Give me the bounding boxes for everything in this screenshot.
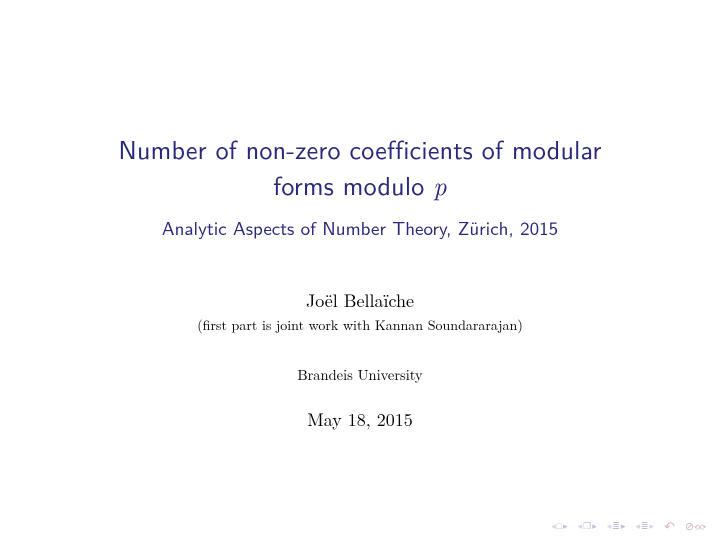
- title-block: Number of non-zero coefficients of modul…: [0, 132, 720, 241]
- nav-section[interactable]: ◂ ≣ ▸: [635, 522, 654, 531]
- title: Number of non-zero coefficients of modul…: [0, 132, 720, 203]
- nav-slide-icon: □: [557, 522, 562, 531]
- title-line-2-p: p: [433, 166, 447, 203]
- nav-prev-icon: ◂: [635, 522, 640, 531]
- nav-prev-icon: ◂: [551, 522, 556, 531]
- nav-next-icon: ▸: [621, 522, 626, 531]
- beamer-nav-bar: ◂ □ ▸ ◂ ❐ ▸ ◂ ≣ ▸ ◂ ≣ ▸ ↶ ⊘⟲⟳: [551, 520, 706, 533]
- date: May 18, 2015: [0, 407, 720, 432]
- title-line-1: Number of non-zero coefficients of modul…: [118, 130, 601, 168]
- nav-next-icon: ▸: [563, 522, 568, 531]
- nav-frame[interactable]: ◂ ❐ ▸: [578, 522, 597, 531]
- nav-section-icon: ≣: [641, 522, 649, 531]
- collaboration-note: (first part is joint work with Kannan So…: [0, 315, 720, 335]
- nav-search-icon[interactable]: ⊘⟲⟳: [685, 520, 706, 533]
- nav-subsection[interactable]: ◂ ≣ ▸: [607, 522, 626, 531]
- institute: Brandeis University: [0, 365, 720, 385]
- nav-subsection-icon: ≣: [612, 522, 620, 531]
- nav-back-icon[interactable]: ↶: [664, 520, 675, 533]
- nav-next-icon: ▸: [592, 522, 597, 531]
- nav-first-slide[interactable]: ◂ □ ▸: [551, 522, 568, 531]
- nav-frame-icon: ❐: [583, 522, 591, 531]
- nav-prev-icon: ◂: [578, 522, 583, 531]
- nav-next-icon: ▸: [649, 522, 654, 531]
- slide: Number of non-zero coefficients of modul…: [0, 0, 720, 541]
- nav-prev-icon: ◂: [607, 522, 612, 531]
- title-line-2-prefix: forms modulo: [273, 166, 433, 204]
- subtitle: Analytic Aspects of Number Theory, Züric…: [0, 213, 720, 241]
- author: Joël Bellaïche: [0, 288, 720, 313]
